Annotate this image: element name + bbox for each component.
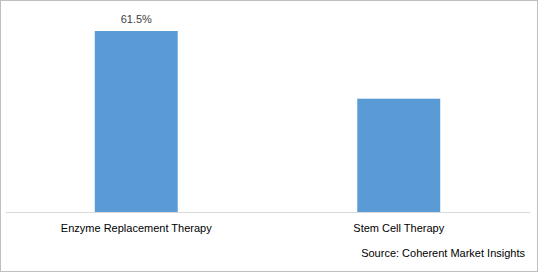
chart-border bbox=[1, 1, 538, 272]
bars bbox=[95, 31, 440, 212]
x-tick-label: Enzyme Replacement Therapy bbox=[61, 222, 212, 234]
x-tick: Enzyme Replacement Therapy bbox=[61, 212, 212, 234]
data-labels: 61.5% bbox=[121, 13, 152, 25]
bar bbox=[357, 99, 440, 212]
x-tick: Stem Cell Therapy bbox=[353, 212, 444, 234]
x-axis: Enzyme Replacement Therapy Stem Cell Ther… bbox=[6, 212, 531, 234]
bar bbox=[95, 31, 178, 212]
x-tick-label: Stem Cell Therapy bbox=[353, 222, 444, 234]
annotation: Source: Coherent Market Insights bbox=[361, 247, 525, 259]
x-axis-line bbox=[6, 212, 531, 213]
data-label: 61.5% bbox=[121, 13, 152, 25]
